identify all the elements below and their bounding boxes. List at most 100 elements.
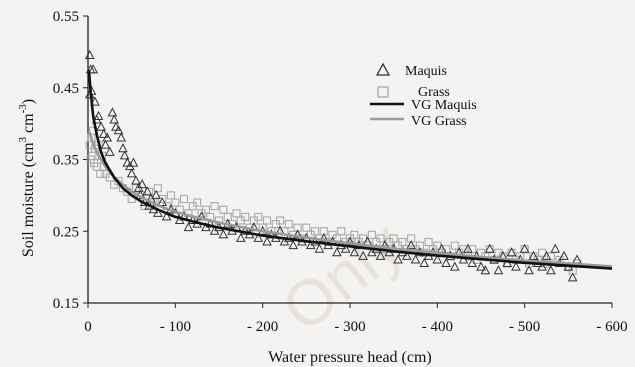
maquis-point [546,265,556,275]
maquis-point [506,247,517,257]
x-axis-title: Water pressure head (cm) [268,349,432,366]
maquis-point [262,236,272,246]
grass-point [350,230,359,239]
x-tick-label: - 100 [160,319,191,335]
maquis-point [107,107,118,117]
y-axis-ticks: 0.15 0.25 0.35 0.45 0.55 [53,9,88,312]
maquis-point [537,261,547,271]
grass-point [262,216,272,225]
x-tick-label: - 200 [247,319,278,335]
x-tick-label: - 600 [596,319,627,335]
maquis-point [151,189,161,199]
grass-point [389,234,398,243]
maquis-point [119,150,130,160]
maquis-point [519,243,530,253]
grass-point [302,223,311,232]
grass-point [171,198,180,207]
grass-point [398,237,407,247]
maquis-point [318,232,329,242]
maquis-point [567,272,578,282]
legend-maquis-label: Maquis [405,64,447,79]
maquis-point [131,175,141,185]
maquis-point [88,64,99,74]
legend: Maquis Grass VG Maquis VG Grass [370,62,477,129]
grass-point [210,202,219,211]
legend-maquis-marker [375,62,391,76]
x-axis-ticks: 0 - 100 - 200 - 300 - 400 - 500 - 600 [84,303,628,335]
y-tick-label: 0.35 [53,153,79,169]
maquis-point [393,254,403,264]
maquis-point [340,243,351,253]
grass-point [180,194,189,204]
grass-point [232,209,241,218]
maquis-point [205,218,216,228]
maquis-point [406,240,416,250]
maquis-point [375,250,386,260]
grass-point [201,205,210,214]
maquis-point [432,254,443,264]
maquis-point [153,207,163,217]
maquis-point [218,229,229,239]
y-tick-label: 0.55 [53,9,79,25]
maquis-point [484,243,495,253]
grass-point [153,184,162,193]
plot-area: 0.15 0.25 0.35 0.45 0.55 0 - 100 - 200 - 300 - 4… [53,9,628,335]
maquis-point [142,186,153,196]
maquis-point [449,261,460,271]
maquis-point [96,121,106,131]
maquis-point [358,250,368,260]
maquis-point [183,222,194,232]
grass-point [450,241,459,250]
maquis-point [105,146,115,156]
maquis-point [559,250,569,260]
maquis-point [118,143,128,153]
legend-grass-marker [377,86,389,98]
maquis-point [332,247,342,257]
x-tick-label: 0 [84,319,92,335]
grass-point [96,169,105,178]
grass-point [424,237,433,247]
maquis-point [102,132,113,142]
maquis-point [292,229,303,239]
maquis-point [572,254,582,264]
maquis-point [528,250,539,260]
maquis-point [441,257,451,268]
maquis-point [116,132,127,142]
maquis-point [100,139,111,149]
maquis-point [419,257,430,268]
maquis-point [113,125,124,135]
x-tick-label: - 400 [422,319,453,335]
maquis-point [476,261,486,271]
maquis-point [93,110,104,120]
y-axis-title: Soil moisture (cm3 cm-3) [17,99,37,257]
legend-vg-maquis-label: VG Maquis [411,98,477,113]
maquis-point [161,211,172,221]
maquis-point [480,265,491,275]
maquis-point [126,168,137,178]
legend-vg-grass-label: VG Grass [411,114,467,129]
grass-point [241,212,250,221]
maquis-point [314,243,325,253]
maquis-point [98,128,109,138]
maquis-point [349,247,360,257]
vg-maquis-line [87,69,613,270]
maquis-point [137,179,147,189]
maquis-point [235,232,246,242]
maquis-point [109,114,120,124]
legend-grass-label: Grass [418,85,450,100]
maquis-point [128,157,139,167]
grass-point [367,230,376,239]
grass-point [158,194,167,204]
maquis-point [511,261,521,271]
maquis-point [410,254,421,264]
maquis-point [157,196,168,207]
maquis-point [253,232,264,242]
grass-point [219,205,228,214]
y-tick-label: 0.15 [53,296,79,312]
grass-point [311,227,320,236]
maquis-point [240,225,251,235]
maquis-point [288,240,299,250]
fit-lines [87,69,613,270]
maquis-point [90,96,100,106]
